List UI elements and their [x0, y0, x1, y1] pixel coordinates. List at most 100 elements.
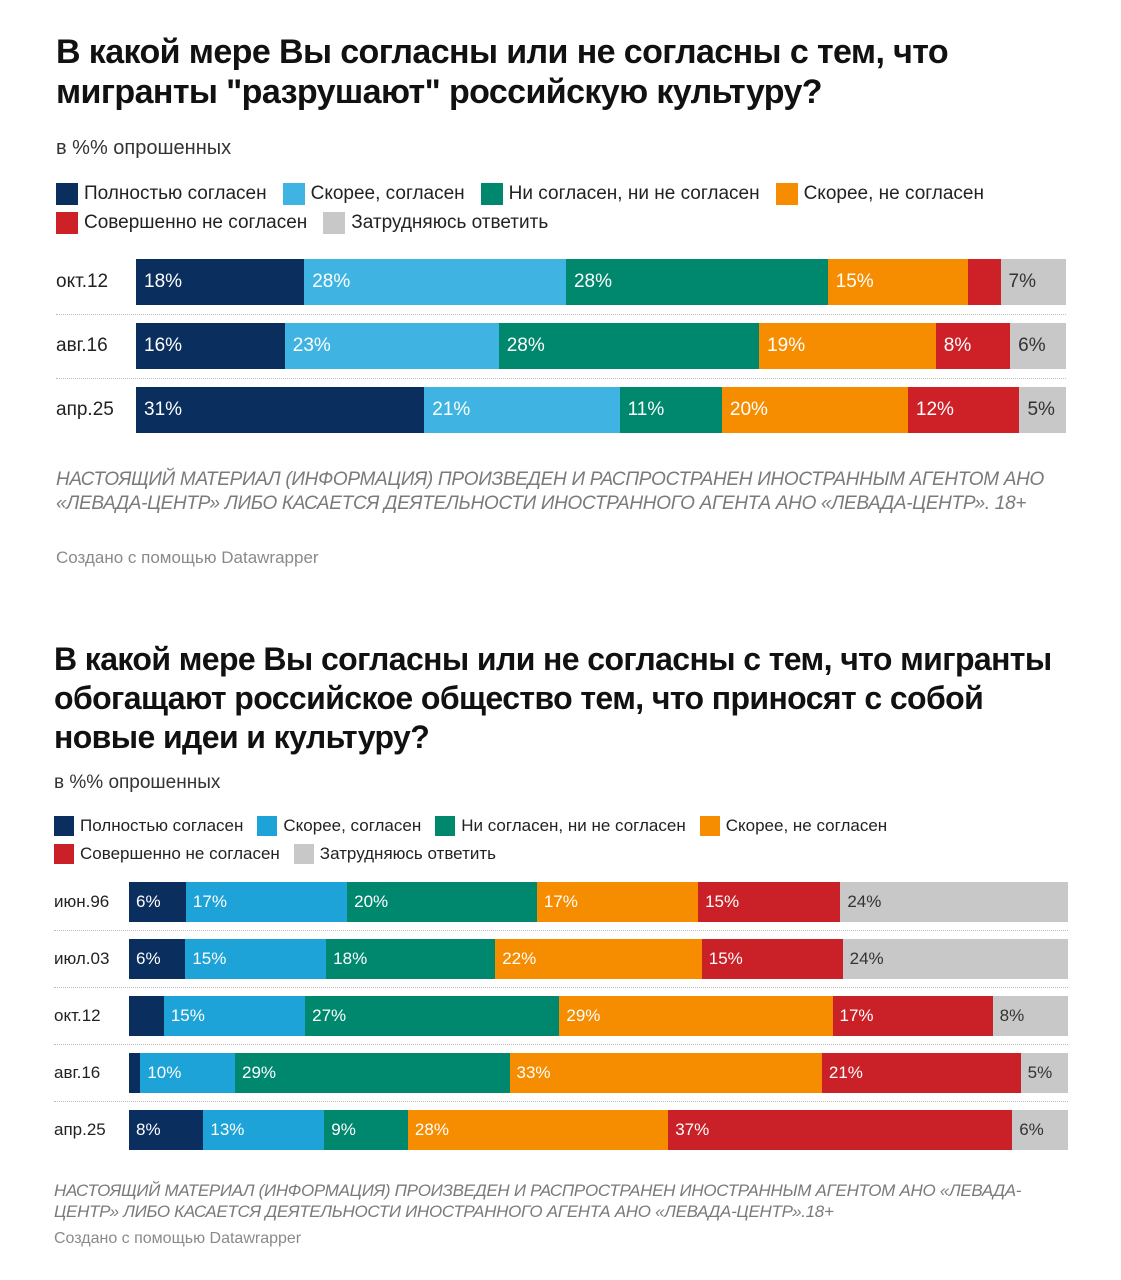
bar-segment: 5% — [1020, 1053, 1068, 1093]
legend: Полностью согласен Скорее, согласен Ни сог… — [54, 813, 1054, 866]
legend-item: Совершенно не согласен — [54, 841, 280, 866]
data-label: 13% — [210, 1120, 245, 1139]
bar-segment: 12% — [907, 387, 1020, 433]
bar-segment: 23% — [284, 323, 499, 369]
bar-segment: 37% — [668, 1110, 1013, 1150]
data-label: 12% — [915, 399, 954, 420]
data-label: 18% — [333, 949, 368, 968]
row-separator — [56, 378, 1066, 379]
bar-segment — [967, 259, 1001, 305]
data-label: 8% — [136, 1120, 161, 1139]
data-label: 22% — [502, 949, 537, 968]
data-label: 24% — [847, 892, 882, 911]
category-label: окт.12 — [56, 271, 109, 292]
stacked-bar: 10% 29% 33% 21% 5% — [129, 1053, 1068, 1093]
bar-segment — [129, 1053, 141, 1093]
bar-segment: 5% — [1019, 387, 1066, 433]
data-label: 6% — [1018, 335, 1046, 356]
bar-segment: 20% — [347, 882, 537, 922]
category-label: июл.03 — [54, 949, 110, 968]
data-label: 17% — [543, 892, 578, 911]
bar-segment: 31% — [136, 387, 425, 433]
data-label: 21% — [432, 399, 471, 420]
bar-segment: 10% — [140, 1053, 235, 1093]
bar-segment: 8% — [992, 996, 1068, 1036]
data-label: 11% — [627, 399, 665, 420]
legend-swatch — [699, 815, 720, 836]
legend-item: Скорее, согласен — [282, 181, 465, 206]
bar-segment: 19% — [759, 323, 936, 369]
data-label: 6% — [1019, 1120, 1044, 1139]
stacked-bar: 8% 13% 9% 28% 37% 6% — [129, 1110, 1068, 1150]
data-label: 15% — [170, 1006, 205, 1025]
legend-label: Скорее, не согласен — [803, 183, 984, 204]
stacked-bars: окт.12 18% 28% 28% 15% 7% авг.16 16% 23% 28% 19% 8%… — [56, 259, 1066, 433]
bar-segment — [129, 996, 164, 1036]
bar-row: окт.12 15% 27% 29% 17% 8% — [54, 987, 1068, 1036]
legend-swatch — [293, 843, 314, 864]
legend-swatch — [257, 815, 278, 836]
legend-item: Скорее, согласен — [257, 813, 421, 838]
legend: Полностью согласен Скорее, согласен Ни сог… — [56, 181, 1076, 235]
bar-segment: 18% — [326, 939, 496, 979]
bar-segment: 6% — [129, 939, 186, 979]
bar-segment: 18% — [136, 259, 305, 305]
bar-segment: 29% — [235, 1053, 510, 1093]
data-label: 24% — [849, 949, 884, 968]
bar-segment: 17% — [536, 882, 699, 922]
foreign-agent-note: НАСТОЯЩИЙ МАТЕРИАЛ (ИНФОРМАЦИЯ) ПРОИЗВЕД… — [54, 1181, 1022, 1221]
chart-title: В какой мере Вы согласны или не согласны… — [54, 641, 1052, 755]
bar-row: июн.96 6% 17% 20% 17% 15% 24% — [54, 882, 1068, 922]
stacked-bars: июн.96 6% 17% 20% 17% 15% 24% июл.03 6% 15% 18% 22%… — [54, 882, 1068, 1150]
legend-swatch — [775, 182, 798, 205]
bar-segment: 16% — [136, 323, 285, 369]
legend-item: Скорее, не согласен — [699, 813, 888, 838]
stacked-bar: 16% 23% 28% 19% 8% 6% — [136, 323, 1066, 369]
legend-item: Полностью согласен — [56, 181, 267, 206]
legend-item: Затрудняюсь ответить — [323, 210, 548, 235]
bar-segment: 29% — [559, 996, 833, 1036]
bar-segment: 8% — [129, 1110, 204, 1150]
data-label: 15% — [835, 271, 874, 292]
legend-item: Ни согласен, ни не согласен — [435, 813, 686, 838]
row-separator — [56, 314, 1066, 315]
data-label: 33% — [516, 1063, 551, 1082]
stacked-bar: 31% 21% 11% 20% 12% 5% — [136, 387, 1066, 433]
bar-segment: 20% — [721, 387, 908, 433]
data-label: 19% — [767, 335, 806, 356]
category-label: апр.25 — [54, 1120, 106, 1139]
data-label: 15% — [192, 949, 227, 968]
row-separator — [54, 987, 1068, 988]
data-label: 16% — [144, 335, 183, 356]
bar-segment: 13% — [203, 1110, 325, 1150]
bar-row: авг.16 10% 29% 33% 21% 5% — [54, 1044, 1068, 1093]
bar-segment: 21% — [821, 1053, 1021, 1093]
legend-label: Скорее, не согласен — [725, 816, 888, 835]
data-label: 6% — [136, 949, 161, 968]
data-label: 7% — [1008, 271, 1036, 292]
data-label: 20% — [729, 399, 768, 420]
data-label: 28% — [573, 271, 612, 292]
legend-swatch — [56, 211, 78, 234]
bar-segment: 15% — [185, 939, 327, 979]
stacked-bar: 18% 28% 28% 15% 7% — [136, 259, 1066, 305]
data-label: 29% — [242, 1063, 277, 1082]
bar-segment: 22% — [495, 939, 702, 979]
category-label: авг.16 — [56, 335, 108, 356]
bar-segment: 28% — [304, 259, 566, 305]
legend-label: Полностью согласен — [84, 183, 267, 204]
bar-segment: 28% — [565, 259, 828, 305]
data-label: 8% — [999, 1006, 1025, 1025]
bar-segment: 8% — [935, 323, 1011, 369]
bar-segment: 7% — [1000, 259, 1066, 305]
data-label: 28% — [506, 335, 545, 356]
data-label: 18% — [144, 271, 183, 292]
data-label: 5% — [1027, 399, 1055, 420]
data-label: 29% — [566, 1006, 601, 1025]
legend-swatch — [435, 815, 456, 836]
bar-segment: 15% — [698, 882, 841, 922]
bar-segment: 21% — [424, 387, 620, 433]
data-label: 5% — [1027, 1063, 1053, 1082]
data-label: 23% — [292, 335, 331, 356]
legend-item: Ни согласен, ни не согласен — [480, 181, 760, 206]
